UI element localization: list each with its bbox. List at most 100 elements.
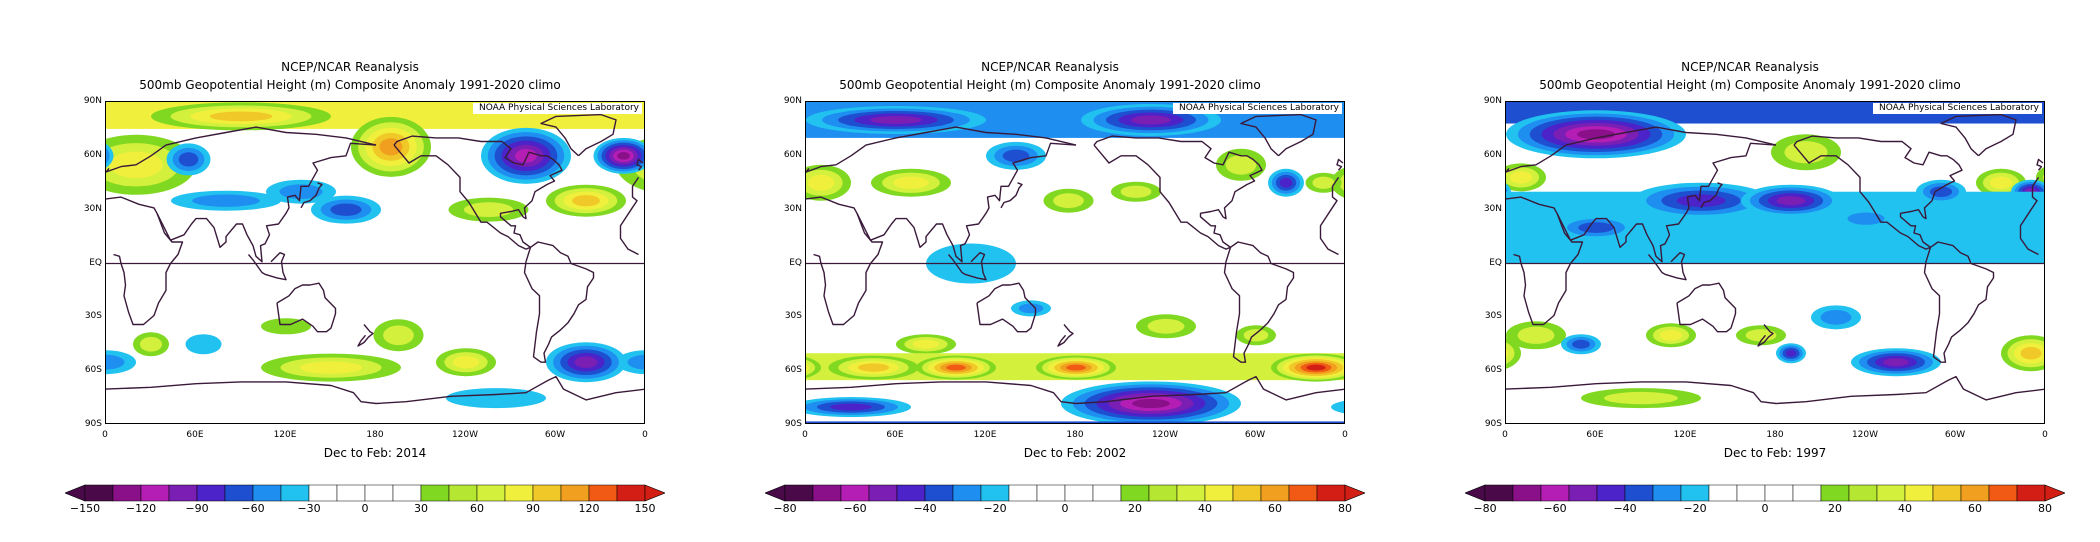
ridge-3 [1036,355,1116,380]
pacific-low [311,195,381,224]
aus-low [1011,300,1051,317]
colorbar-swatch [1008,484,1038,502]
colorbar-tick-label: −40 [913,502,937,515]
indian-low [185,334,222,355]
lat-tick-label: 30S [1484,311,1502,322]
colorbar-swatch [1064,484,1094,502]
lat-tick-label: 90N [783,96,802,106]
coastlines [806,113,1344,405]
map-canvas [106,102,644,409]
colorbar-tick-label: −80 [773,502,797,515]
lon-tick-label: 60W [1244,430,1266,440]
colorbar-swatch [812,484,842,502]
colorbar-high-arrow [2044,484,2065,502]
lat-tick-label: 60S [84,365,102,376]
lon-tick-label: 120E [1673,430,1697,440]
colorbar-tick-label: 60 [470,502,484,515]
antarctic-low [446,388,546,409]
sp-low-3 [1811,305,1861,330]
lat-tick-label: 90N [83,96,102,106]
lon-tick-label: 60E [886,430,904,440]
lat-tick-label: 60S [1484,365,1502,376]
colorbar-tick-label: 90 [526,502,540,515]
lon-tick-label: 60W [544,430,566,440]
antarctic-ridge [1581,388,1701,409]
lat-tick-label: 90S [784,419,802,429]
okhotsk-low [986,141,1046,170]
pacific-ridge [1043,188,1094,213]
colorbar-swatch [952,484,982,502]
s-africa-ridge [1506,321,1566,350]
lon-tick-label: 0 [802,430,808,440]
lon-tick-label: 0 [1342,430,1348,440]
colorbar-swatch [420,484,450,502]
trop-pac [1761,235,1881,256]
south-pac-ridge [373,319,424,352]
colorbar-swatch [252,484,282,502]
russia-low [166,143,211,176]
lon-tick-label: 120E [973,430,997,440]
siberia-trough [1506,110,1686,159]
aus-ridge [1646,323,1696,348]
mexico-low [1836,208,1896,229]
colorbar-swatches [65,484,665,502]
colorbar-swatch [896,484,926,502]
sp-low [1776,343,1806,364]
lon-tick-label: 0 [642,430,648,440]
credit-label: NOAA Physical Sciences Laboratory [1172,103,1342,114]
lon-tick-label: 0 [1502,430,1508,440]
colorbar-swatch [616,484,646,502]
colorbar-swatch [1092,484,1122,502]
colorbar-swatch [224,484,254,502]
colorbar-swatch [868,484,898,502]
colorbar-tick-label: 40 [1198,502,1212,515]
colorbar-tick-label: −150 [69,502,101,515]
lon-tick-label: 60E [186,430,204,440]
colorbar-tick-label: 0 [361,502,369,515]
canada-trough [481,127,571,184]
colorbar-swatch [1848,484,1878,502]
colorbar-tick-label: 150 [634,502,656,515]
colorbar-tick-label: 80 [2038,502,2052,515]
colorbar-swatch [1540,484,1570,502]
colorbar-swatch [1036,484,1066,502]
colorbar-swatch [588,484,618,502]
lon-tick-label: 60E [1586,430,1604,440]
lon-tick-label: 180 [1766,430,1784,440]
colorbar-swatches [765,484,1365,502]
anomaly-map: NOAA Physical Sciences Laboratory [105,101,645,424]
colorbar-swatch [140,484,170,502]
coastlines [106,113,644,405]
lat-tick-label: 30S [84,311,102,322]
lon-tick-label: 120E [273,430,297,440]
colorbar-swatch [1232,484,1262,502]
panel-subtitle: 500mb Geopotential Height (m) Composite … [1539,78,1961,92]
colorbar-tick-label: −40 [1613,502,1637,515]
arctic-ridge [151,102,331,131]
colorbar-swatch [1316,484,1346,502]
period-label: Dec to Feb: 1997 [1723,446,1827,460]
colorbar-tick-label: −120 [125,502,157,515]
colorbar-swatch [1652,484,1682,502]
colorbar-low-arrow [765,484,786,502]
panel-title: NCEP/NCAR Reanalysis [281,60,419,74]
alaska-ridge [1771,134,1841,171]
colorbar-swatch [1820,484,1850,502]
asia-ridge [871,168,951,197]
colorbar-swatch [1876,484,1906,502]
credit-label: NOAA Physical Sciences Laboratory [1872,103,2042,114]
colorbar-tick-label: −20 [1683,502,1707,515]
colorbar-swatch [1260,484,1290,502]
e-us-low [1916,179,1966,204]
colorbar-swatch [112,484,142,502]
indian-low [1561,334,1601,355]
colorbar-tick-label: −80 [1473,502,1497,515]
panel-2: NCEP/NCAR Reanalysis 500mb Geopotential … [700,0,1400,542]
colorbar-tick-label: 120 [578,502,600,515]
colorbar-high-arrow [1344,484,1365,502]
colorbar-swatch [1624,484,1654,502]
colorbar-tick-label: 60 [1968,502,1982,515]
map-canvas [1506,102,2044,409]
colorbar-tick-label: 60 [1268,502,1282,515]
south-atl-low [546,342,626,383]
